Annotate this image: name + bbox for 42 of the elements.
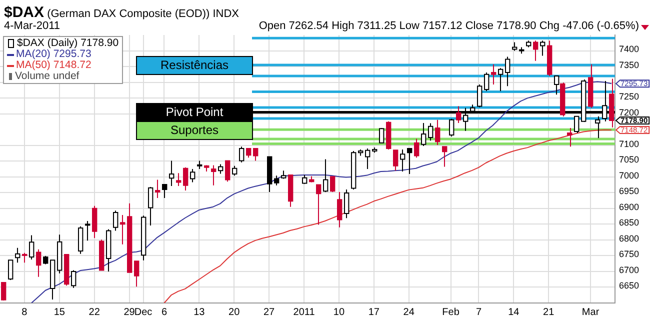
y-tick-label: 7050 xyxy=(619,154,640,165)
annotation: Volume undef xyxy=(15,70,80,82)
text: Open 7262.54 High 7311.25 Low 7157.12 Close 7178.90 Chg -47.06 (-0.65%) xyxy=(258,20,639,32)
x-tick-label: 13 xyxy=(194,306,206,318)
x-tick-label: Feb xyxy=(442,306,460,318)
y-tick-label: 7100 xyxy=(619,138,640,149)
x-tick-label: 27 xyxy=(264,306,276,318)
chart-title: $DAX (German DAX Composite (EOD)) INDX xyxy=(4,4,239,21)
y-tick-label: 7250 xyxy=(619,92,640,102)
x-tick-label: 10 xyxy=(333,306,345,318)
y-tick-label: 7350 xyxy=(619,60,640,70)
x-tick-label: 15 xyxy=(54,306,66,318)
y-tick-label: 6950 xyxy=(619,186,640,196)
legend-label: MA(20) 7295.73 xyxy=(16,48,92,60)
y-tick-label: 7400 xyxy=(619,44,640,54)
text-box: Pivot Point xyxy=(136,103,253,122)
text-box: Resistências xyxy=(136,56,253,75)
y-tick-label: 6700 xyxy=(619,264,640,275)
x-tick-label: Dec xyxy=(134,306,152,318)
x-tick-label: 20 xyxy=(228,306,240,318)
x-tick-label: 2011 xyxy=(293,306,316,318)
x-tick-label: Mar xyxy=(582,306,600,318)
x-tick-label: 6 xyxy=(161,306,168,318)
text-box: Suportes xyxy=(136,120,253,140)
chart-subtitle: 4-Mar-2011 xyxy=(4,20,60,32)
x-tick-label: 29 xyxy=(124,306,136,318)
x-tick-label: 24 xyxy=(403,306,415,318)
y-tick-label: 6850 xyxy=(619,218,640,228)
x-tick-label: 7 xyxy=(476,306,482,318)
y-tick-label: 6800 xyxy=(619,233,640,244)
legend-label: $DAX (Daily) 7178.90 xyxy=(17,37,119,49)
x-tick-label: 17 xyxy=(368,306,380,318)
x-tick-label: 21 xyxy=(543,306,555,318)
x-tick-label: 8 xyxy=(22,306,28,318)
y-tick-label: 7000 xyxy=(619,170,640,180)
legend-label: MA(50) 7148.72 xyxy=(16,59,92,71)
y-tick-label: 6650 xyxy=(619,280,640,291)
y-tick-label: 6900 xyxy=(619,202,640,212)
x-tick-label: 14 xyxy=(508,306,520,318)
y-tick-label: 6750 xyxy=(619,249,640,260)
x-tick-label: 22 xyxy=(88,306,100,318)
y-tick-label: 7200 xyxy=(619,107,640,118)
